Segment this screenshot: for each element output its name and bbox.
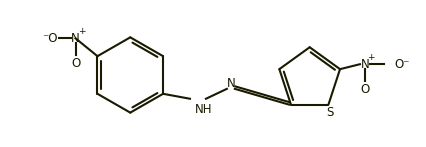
Text: ⁻O: ⁻O — [42, 32, 58, 45]
Text: NH: NH — [195, 103, 213, 116]
Text: O⁻: O⁻ — [395, 58, 410, 71]
Text: O: O — [360, 83, 370, 96]
Text: S: S — [327, 106, 334, 119]
Text: +: + — [78, 27, 85, 36]
Text: O: O — [71, 57, 80, 70]
Text: +: + — [367, 53, 375, 62]
Text: N: N — [360, 58, 369, 71]
Text: N: N — [227, 77, 235, 90]
Text: N: N — [71, 32, 80, 45]
